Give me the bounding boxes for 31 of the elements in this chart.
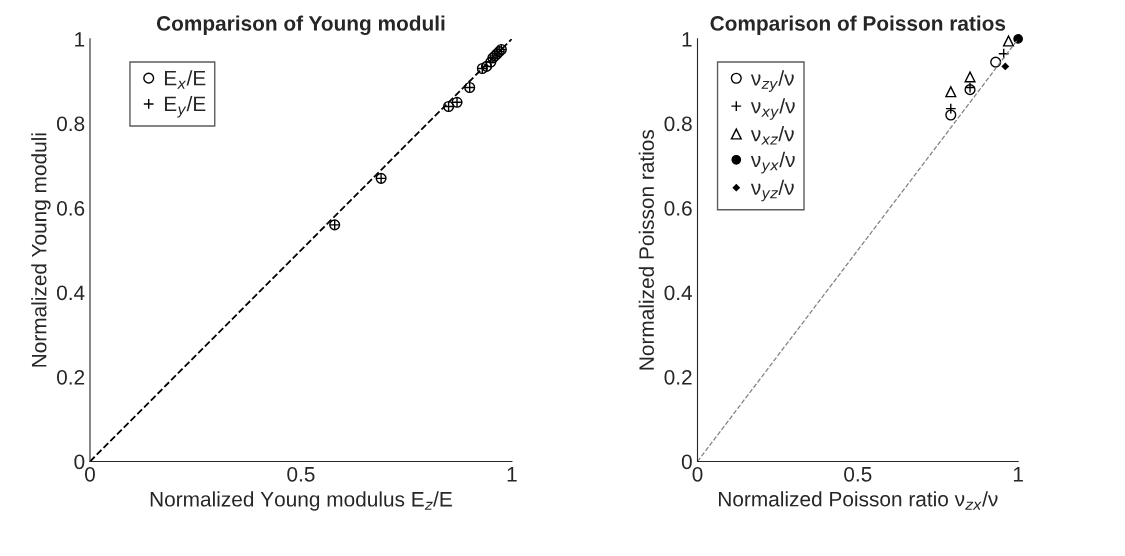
y-tick-label: 0.4	[664, 285, 693, 301]
legend-label: ν$_{xz}$/ν	[750, 126, 794, 145]
y-axis-title: Normalized Young moduli	[31, 133, 51, 367]
y-axis-title: Normalized Poisson ratios	[638, 129, 655, 370]
y-tick-label: 0.6	[56, 200, 85, 216]
y-tick-label: 0.6	[664, 200, 692, 216]
chart-title: Comparison of Poisson ratios	[710, 15, 1006, 35]
y-tick-label: 0.4	[56, 285, 85, 301]
x-axis-title: Normalized Young modulus E$_{z}$/E	[150, 491, 452, 511]
x-tick-label: 0.5	[844, 466, 872, 482]
y-tick-label: 1	[682, 32, 692, 47]
y-tick-label: 0.8	[56, 116, 85, 132]
x-tick-label: 0	[692, 466, 703, 482]
y-tick-label: 0.8	[664, 116, 692, 132]
legend-label: ν$_{yx}$/ν	[750, 151, 795, 174]
x-tick-label: 0	[85, 466, 95, 482]
chart-title: Comparison of Young moduli	[156, 15, 445, 35]
y-tick-label: 0.2	[56, 369, 85, 385]
legend-label: E$_{y}$/E	[164, 96, 206, 118]
x-tick-label: 0.5	[287, 466, 315, 482]
y-tick-label: 0.2	[664, 369, 692, 385]
y-tick-label: 1	[75, 32, 85, 47]
legend-label: ν$_{xy}$/ν	[750, 98, 795, 120]
x-axis-title: Normalized Poisson ratio ν$_{zx}$/ν	[719, 491, 998, 510]
y-tick-label: 0	[681, 454, 692, 470]
legend-label: ν$_{yz}$/ν	[750, 179, 794, 202]
legend-label: E$_{x}$/E	[164, 70, 206, 89]
y-tick-label: 0	[74, 454, 85, 470]
legend-label: ν$_{zy}$/ν	[750, 70, 794, 92]
x-tick-label: 1	[507, 467, 517, 482]
x-tick-label: 1	[1013, 467, 1023, 482]
